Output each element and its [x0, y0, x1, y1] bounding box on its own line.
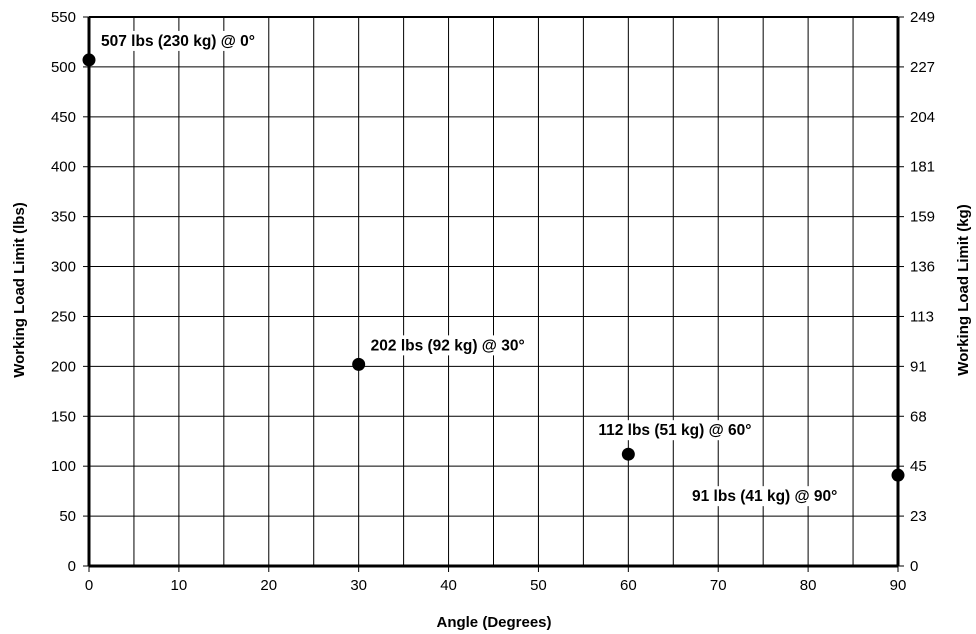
x-tick-label: 20: [260, 577, 277, 594]
y2-tick-label: 0: [910, 558, 918, 575]
y2-tick-label: 136: [910, 259, 935, 276]
data-point: [82, 53, 96, 67]
y2-tick-label: 249: [910, 9, 935, 26]
tick-labels: 0 10 20 30 40 50 60 70 80 90050100150200250300350…: [51, 9, 935, 594]
y2-tick-label: 91: [910, 358, 927, 375]
y-axis-title: Working Load Limit (lbs): [11, 202, 28, 378]
y-tick-label: 350: [51, 209, 76, 226]
y-tick-label: 400: [51, 159, 76, 176]
x-tick-label: 50: [530, 577, 547, 594]
annotation-bg: [595, 420, 755, 441]
data-point: [891, 468, 905, 482]
x-tick-label: 80: [800, 577, 817, 594]
data-label: 202 lbs (92 kg) @ 30°: [371, 337, 525, 354]
y2-tick-label: 227: [910, 59, 935, 76]
x-tick-label: 60: [620, 577, 637, 594]
x-tick-label: 30: [350, 577, 367, 594]
y-tick-label: 100: [51, 458, 76, 475]
data-point: [352, 357, 366, 371]
data-point: [621, 447, 635, 461]
y2-tick-label: 113: [910, 308, 934, 325]
y-tick-label: 250: [51, 308, 76, 325]
y2-tick-label: 159: [910, 209, 935, 226]
annotation-bg: [367, 335, 528, 356]
y-tick-label: 550: [51, 9, 76, 26]
data-label: 112 lbs (51 kg) @ 60°: [598, 422, 751, 439]
data-points: [82, 53, 905, 482]
x-axis-title: Angle (Degrees): [436, 614, 551, 631]
x-tick-label: 40: [440, 577, 457, 594]
data-label: 507 lbs (230 kg) @ 0°: [101, 33, 255, 50]
annotations: 507 lbs (230 kg) @ 0° 202 lbs (92 kg) @ 3…: [98, 30, 841, 507]
annotation-bg: [689, 486, 841, 507]
y-tick-label: 0: [68, 558, 76, 575]
y2-tick-label: 45: [910, 458, 927, 475]
annotation-bg: [98, 30, 258, 51]
y-tick-label: 450: [51, 109, 76, 126]
y2-tick-label: 68: [910, 408, 927, 425]
y-tick-label: 300: [51, 259, 76, 276]
y-tick-label: 200: [51, 358, 76, 375]
data-label: 91 lbs (41 kg) @ 90°: [692, 488, 837, 505]
x-tick-label: 70: [710, 577, 727, 594]
x-tick-label: 0: [85, 577, 93, 594]
y-tick-label: 150: [51, 408, 76, 425]
y2-tick-label: 23: [910, 508, 927, 525]
y-tick-label: 50: [59, 508, 76, 525]
y2-axis-title: Working Load Limit (kg): [955, 204, 972, 375]
grid-lines: [89, 17, 898, 566]
y-tick-label: 500: [51, 59, 76, 76]
y2-tick-label: 181: [910, 159, 935, 176]
x-tick-label: 90: [890, 577, 907, 594]
x-tick-label: 10: [171, 577, 188, 594]
y2-tick-label: 204: [910, 109, 935, 126]
